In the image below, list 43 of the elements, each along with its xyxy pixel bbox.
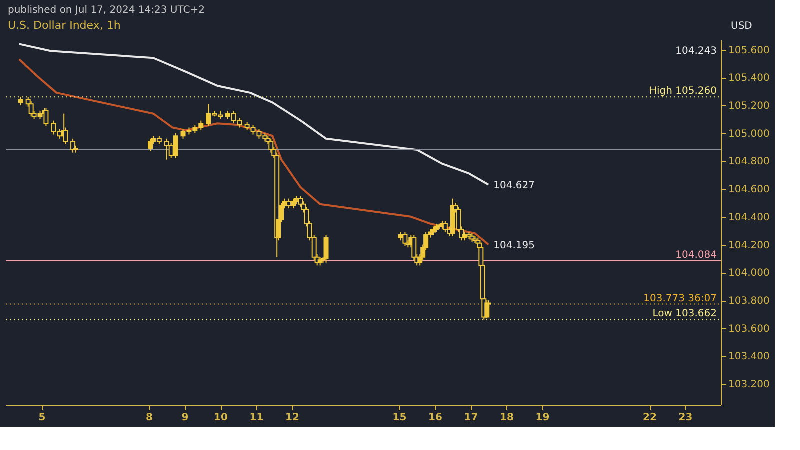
ref-line-label: Low 103.662 <box>652 308 717 320</box>
x-tick-label: 10 <box>214 412 228 424</box>
candlestick <box>148 138 153 152</box>
ref-line-label: 104.084 <box>676 250 717 261</box>
ref-line-label: 103.773 36:07 <box>644 293 717 304</box>
y-tick-label: 103.800 <box>728 296 770 308</box>
x-tick-label: 15 <box>392 412 407 424</box>
x-tick-label: 5 <box>38 412 46 424</box>
candlestick <box>290 198 296 210</box>
chart-subtitle: published on Jul 17, 2024 14:23 UTC+2 <box>8 5 205 16</box>
x-tick-label: 23 <box>678 412 693 424</box>
x-tick-label: 22 <box>643 412 657 424</box>
annotation: 104.243 <box>676 46 717 57</box>
x-tick-label: 17 <box>464 412 478 424</box>
y-tick-label: 103.400 <box>728 352 770 363</box>
x-tick-label: 16 <box>428 412 442 424</box>
chart-title: U.S. Dollar Index, 1h <box>8 19 121 32</box>
annotation: 104.627 <box>494 180 535 192</box>
x-tick-label: 9 <box>182 412 189 424</box>
line-series <box>18 43 490 186</box>
x-tick-label: 8 <box>146 412 154 424</box>
line-series <box>18 58 490 246</box>
y-tick-label: 105.000 <box>728 128 770 140</box>
y-tick-label: 105.400 <box>728 73 770 84</box>
x-tick-label: 19 <box>536 412 550 424</box>
x-tick-label: 11 <box>250 412 264 424</box>
candlestick <box>28 100 34 118</box>
ref-line-label: High 105.260 <box>649 86 717 98</box>
candlestick <box>173 132 178 159</box>
y-tick-label: 103.200 <box>728 380 770 391</box>
x-tick-label: 12 <box>286 412 300 424</box>
y-tick-label: 104.800 <box>728 156 770 168</box>
y-tick-label: 104.600 <box>728 184 770 196</box>
y-tick-label: 105.600 <box>728 45 770 56</box>
x-tick-label: 18 <box>500 412 514 424</box>
y-tick-label: 104.000 <box>728 268 770 280</box>
y-axis-title: USD <box>731 21 753 32</box>
y-tick-label: 104.400 <box>728 212 770 224</box>
candlestick <box>164 138 170 160</box>
y-tick-label: 105.200 <box>728 100 770 112</box>
y-tick-label: 104.200 <box>728 240 770 252</box>
y-tick-label: 103.600 <box>728 324 770 335</box>
annotation: 104.195 <box>494 240 535 252</box>
